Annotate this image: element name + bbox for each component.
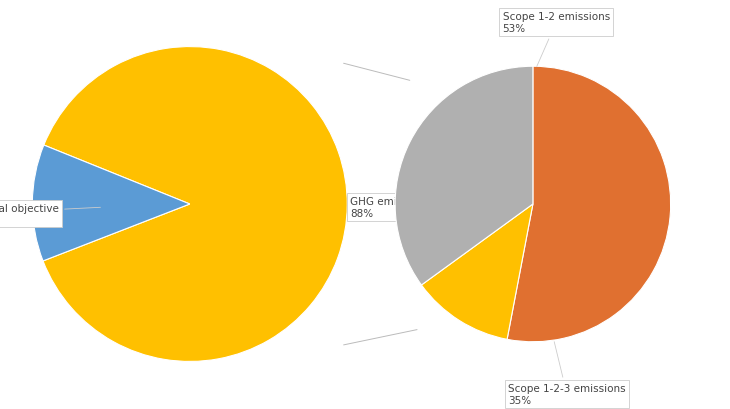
Wedge shape [421,204,533,339]
Wedge shape [32,146,190,261]
Text: GHG emission reduction targets
88%: GHG emission reduction targets 88% [350,197,518,218]
Text: Scope 1-2 emissions
53%: Scope 1-2 emissions 53% [502,12,610,67]
Wedge shape [395,67,533,285]
Text: Other environmental objective
12%: Other environmental objective 12% [0,203,101,225]
Wedge shape [43,47,347,362]
Wedge shape [507,67,671,342]
Text: Scope 1-2-3 emissions
35%: Scope 1-2-3 emissions 35% [508,342,626,405]
